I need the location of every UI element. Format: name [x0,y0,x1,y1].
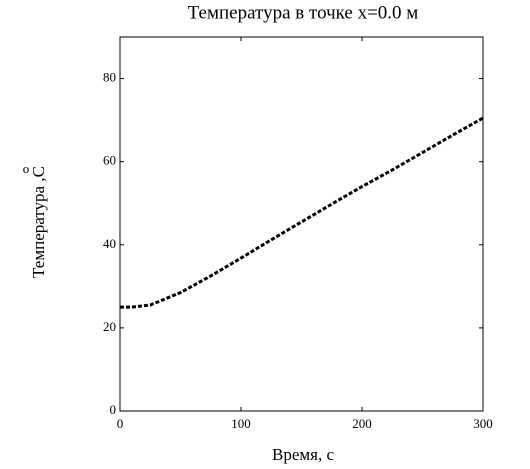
x-tick-label: 200 [352,416,372,431]
y-axis-label-degree: o [23,161,30,176]
x-tick-label: 100 [231,416,251,431]
chart-title: Температура в точке x=0.0 м [188,2,419,23]
y-tick-label: 60 [103,153,116,168]
x-tick-label: 300 [473,416,493,431]
y-tick-label: 20 [103,319,116,334]
y-tick-label: 0 [110,402,117,417]
y-tick-label: 40 [103,236,116,251]
x-tick-label: 0 [117,416,124,431]
y-axis-label: Температура ,C [29,166,48,278]
x-axis-label: Время, с [272,445,334,464]
plot-frame [119,36,484,412]
data-line [120,116,484,309]
y-tick-label: 80 [103,70,116,85]
